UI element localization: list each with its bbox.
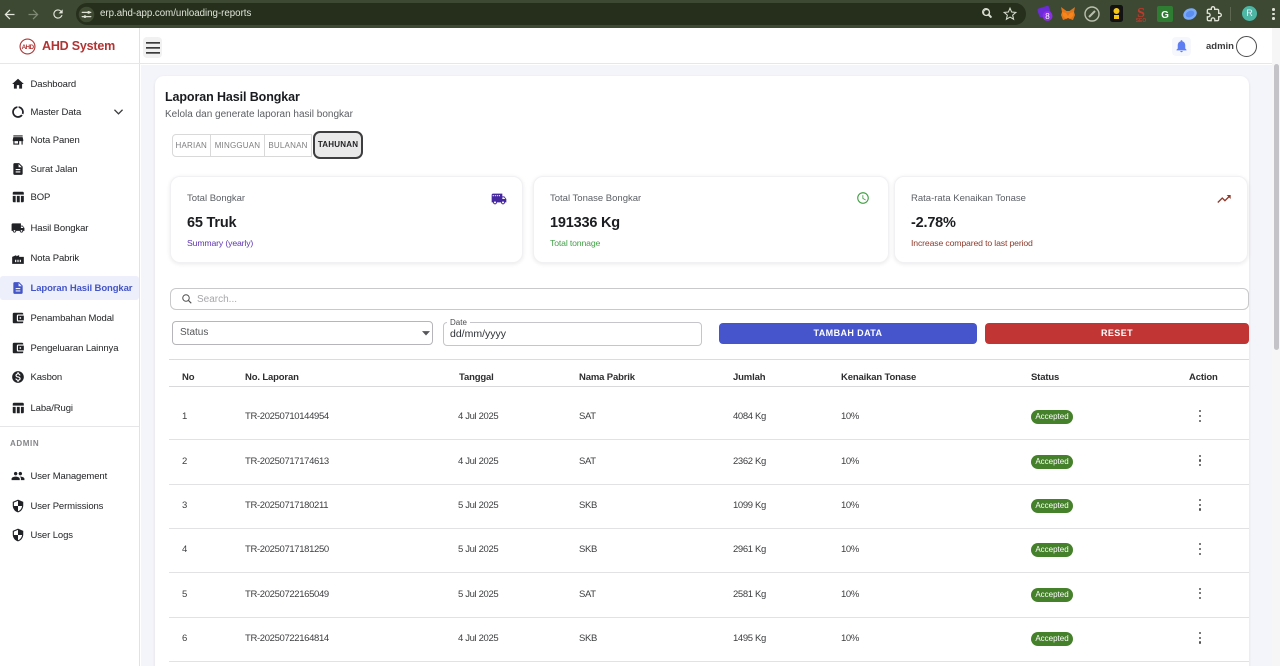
svg-text:SEO: SEO	[1136, 18, 1147, 23]
svg-text:8: 8	[1045, 12, 1050, 21]
svg-text:S: S	[1137, 6, 1145, 21]
svg-text:AHD: AHD	[22, 44, 35, 51]
svg-text:G: G	[1161, 10, 1169, 21]
